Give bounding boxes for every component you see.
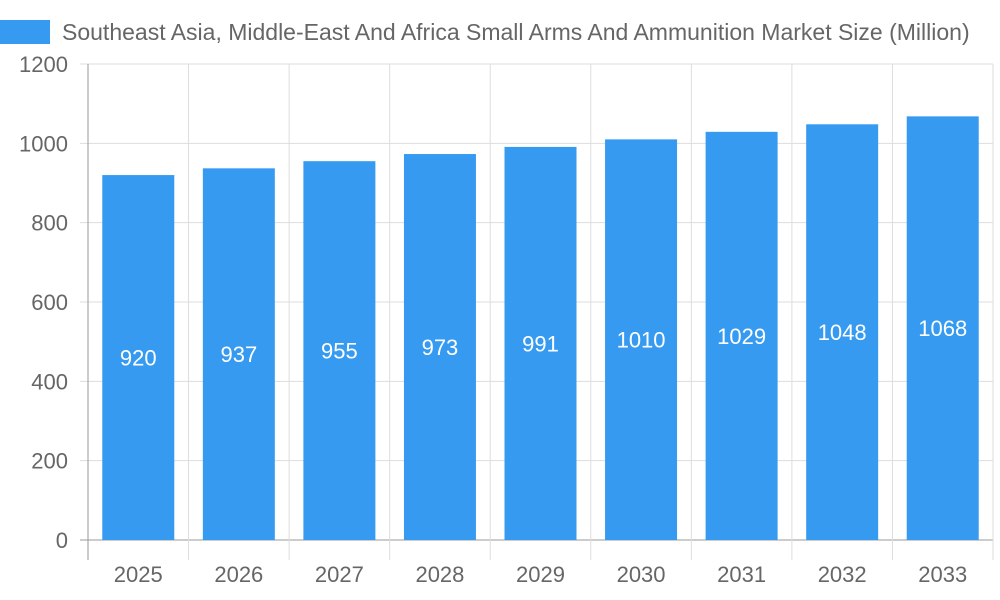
legend[interactable]: Southeast Asia, Middle-East And Africa S…	[0, 18, 1000, 48]
bar	[202, 168, 275, 540]
data-label: 1048	[818, 320, 867, 345]
data-label: 1068	[918, 316, 967, 341]
bar	[605, 139, 678, 540]
x-tick-label: 2025	[114, 562, 163, 587]
legend-swatch	[0, 20, 50, 44]
y-tick-label: 1000	[19, 131, 68, 156]
data-label: 1010	[617, 328, 666, 353]
x-tick-label: 2032	[818, 562, 867, 587]
x-tick-label: 2026	[214, 562, 263, 587]
data-label: 991	[522, 331, 559, 356]
x-tick-label: 2027	[315, 562, 364, 587]
y-tick-label: 800	[31, 211, 68, 236]
y-tick-label: 200	[31, 449, 68, 474]
y-tick-label: 600	[31, 290, 68, 315]
y-tick-label: 1200	[19, 52, 68, 77]
legend-label: Southeast Asia, Middle-East And Africa S…	[62, 19, 970, 45]
y-tick-label: 0	[56, 528, 68, 553]
x-tick-label: 2033	[918, 562, 967, 587]
data-label: 1029	[717, 324, 766, 349]
y-tick-label: 400	[31, 369, 68, 394]
bar	[705, 131, 778, 540]
data-label: 955	[321, 339, 358, 364]
bar	[102, 175, 175, 541]
bar	[906, 116, 979, 541]
data-label: 973	[422, 335, 459, 360]
x-tick-label: 2029	[516, 562, 565, 587]
bar	[403, 154, 476, 540]
x-tick-label: 2028	[415, 562, 464, 587]
bar	[303, 161, 376, 540]
data-label: 937	[220, 342, 257, 367]
bar	[806, 124, 879, 540]
data-label: 920	[120, 346, 157, 371]
bar	[504, 146, 577, 541]
x-tick-label: 2031	[717, 562, 766, 587]
x-tick-label: 2030	[617, 562, 666, 587]
